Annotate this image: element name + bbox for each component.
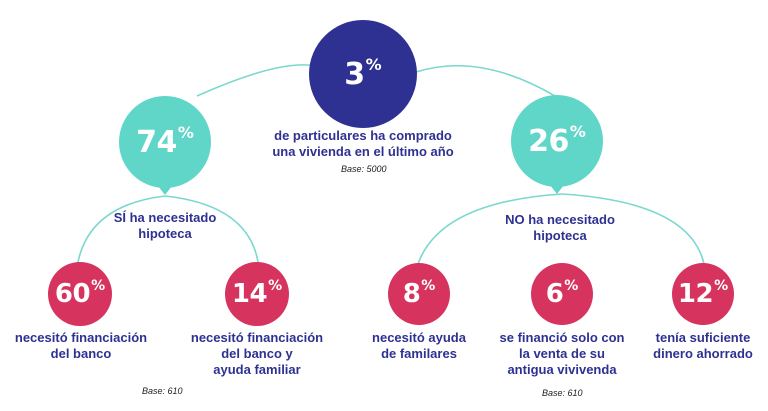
leaf-text-60-line1: necesitó financiación	[14, 330, 148, 345]
leaf-text-60: necesitó financiación del banco	[6, 330, 156, 362]
top-bubble: 3%	[309, 20, 417, 128]
leaf-text-12-line1: tenía suficiente	[655, 330, 751, 345]
leaf-value-60: 60	[54, 279, 91, 309]
right-base-note: Base: 610	[542, 388, 583, 398]
leaf-text-14-line3: ayuda familiar	[213, 362, 301, 377]
leaf-text-12: tenía suficiente dinero ahorrado	[640, 330, 766, 362]
leaf-text-6-line1: se financió solo con	[499, 330, 625, 345]
left-branch-label-line2: hipoteca	[138, 226, 192, 241]
leaf-text-6: se financió solo con la venta de su anti…	[487, 330, 637, 378]
connector-left-60	[77, 195, 166, 263]
connector-left-14	[164, 195, 259, 263]
leaf-text-14-line1: necesitó financiación	[190, 330, 324, 345]
leaf-text-6-line3: antigua vivivenda	[507, 362, 617, 377]
leaf-value-6: 6	[545, 279, 564, 309]
leaf-text-12-line2: dinero ahorrado	[653, 346, 753, 361]
top-unit: %	[365, 54, 382, 74]
left-branch-bubble: 74%	[119, 96, 211, 188]
right-branch-label-line2: hipoteca	[533, 228, 587, 243]
left-branch-label-line1: SÍ ha necesitado	[113, 210, 217, 225]
top-description: de particulares ha comprado una vivienda…	[250, 128, 476, 160]
right-branch-label-line1: NO ha necesitado	[505, 212, 615, 227]
leaf-bubble-60: 60%	[48, 262, 112, 326]
leaf-unit-60: %	[91, 278, 106, 294]
top-base-note: Base: 5000	[341, 164, 387, 174]
leaf-value-8: 8	[402, 279, 421, 309]
right-branch-label: NO ha necesitado hipoteca	[490, 212, 630, 244]
left-branch-unit: %	[177, 122, 194, 142]
leaf-text-8-line2: de familares	[381, 346, 457, 361]
leaf-text-8: necesitó ayuda de familares	[354, 330, 484, 362]
right-branch-bubble: 26%	[511, 95, 603, 187]
left-branch-label: SÍ ha necesitado hipoteca	[95, 210, 235, 242]
left-branch-pointer	[158, 186, 172, 195]
leaf-unit-14: %	[268, 278, 283, 294]
leaf-bubble-6: 6%	[531, 263, 593, 325]
leaf-value-14: 14	[231, 279, 268, 309]
right-branch-unit: %	[569, 121, 586, 141]
leaf-text-14: necesitó financiación del banco y ayuda …	[182, 330, 332, 378]
top-description-line1: de particulares ha comprado	[274, 128, 452, 143]
right-branch-pointer	[550, 185, 564, 194]
connector-top-right	[415, 64, 556, 97]
leaf-bubble-14: 14%	[225, 262, 289, 326]
top-description-line2: una vivienda en el último año	[272, 144, 454, 159]
connector-right-12	[561, 193, 705, 265]
leaf-text-6-line2: la venta de su	[519, 346, 605, 361]
left-base-note: Base: 610	[142, 386, 183, 396]
leaf-unit-6: %	[564, 278, 579, 294]
leaf-text-8-line1: necesitó ayuda	[372, 330, 466, 345]
right-branch-value: 26	[528, 123, 569, 159]
top-value: 3	[344, 56, 365, 92]
leaf-text-14-line2: del banco y	[221, 346, 293, 361]
leaf-unit-8: %	[421, 278, 436, 294]
connector-right-8	[417, 193, 563, 265]
leaf-bubble-12: 12%	[672, 263, 734, 325]
leaf-bubble-8: 8%	[388, 263, 450, 325]
leaf-unit-12: %	[714, 278, 729, 294]
leaf-value-12: 12	[677, 279, 714, 309]
leaf-text-60-line2: del banco	[50, 346, 112, 361]
left-branch-value: 74	[136, 124, 177, 160]
